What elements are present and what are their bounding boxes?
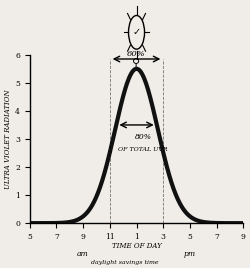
Text: OF TOTAL UVR: OF TOTAL UVR xyxy=(118,147,168,152)
Text: pm: pm xyxy=(184,250,196,258)
Text: ✓: ✓ xyxy=(132,27,140,37)
Text: am: am xyxy=(77,250,89,258)
Text: 60%: 60% xyxy=(127,50,146,58)
Text: ⚲: ⚲ xyxy=(132,57,140,68)
X-axis label: TIME OF DAY: TIME OF DAY xyxy=(112,242,162,250)
Text: 80%: 80% xyxy=(135,133,152,141)
Y-axis label: ULTRA VIOLET RADIATION: ULTRA VIOLET RADIATION xyxy=(4,89,12,189)
Text: daylight savings time: daylight savings time xyxy=(91,260,159,265)
